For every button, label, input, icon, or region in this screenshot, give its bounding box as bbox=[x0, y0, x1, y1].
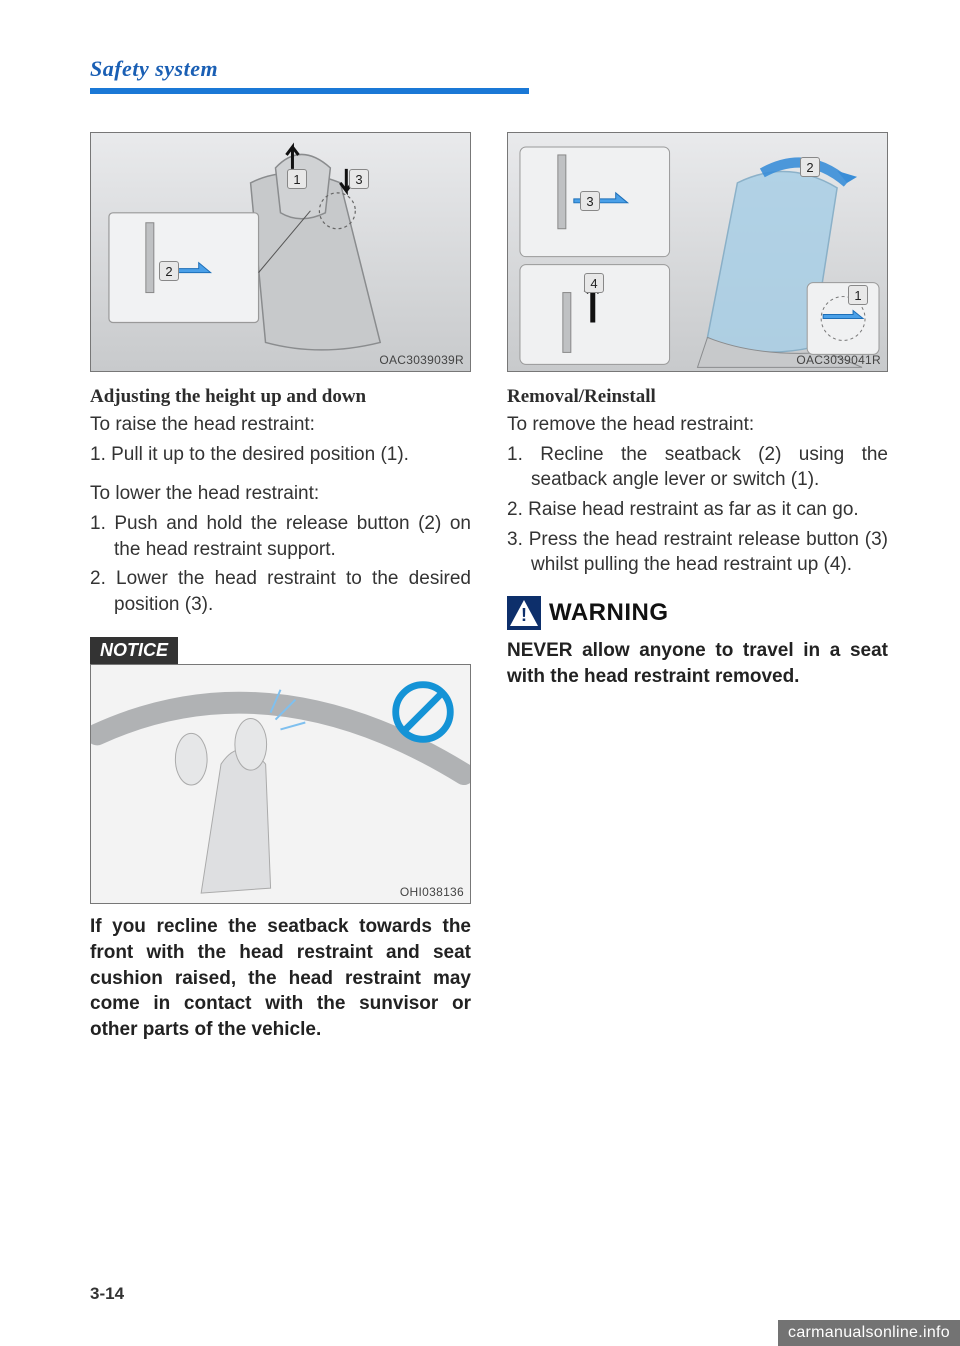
two-column-layout: 1 2 3 OAC3039039R Adjusting the height u… bbox=[90, 132, 888, 1043]
list-item: 2. Raise head restraint as far as it can… bbox=[507, 497, 888, 523]
left-column: 1 2 3 OAC3039039R Adjusting the height u… bbox=[90, 132, 471, 1043]
intro-raise: To raise the head restraint: bbox=[90, 412, 471, 438]
list-raise: 1. Pull it up to the desired position (1… bbox=[90, 442, 471, 468]
svg-text:!: ! bbox=[521, 605, 527, 625]
callout-4: 4 bbox=[584, 273, 604, 293]
callout-2: 2 bbox=[159, 261, 179, 281]
intro-lower: To lower the head restraint: bbox=[90, 481, 471, 507]
callout-2: 2 bbox=[800, 157, 820, 177]
subheading-removal: Removal/Reinstall bbox=[507, 386, 888, 408]
callout-1: 1 bbox=[848, 285, 868, 305]
intro-remove: To remove the head restraint: bbox=[507, 412, 888, 438]
notice-text: If you recline the seatback towards the … bbox=[90, 914, 471, 1042]
warning-icon: ! bbox=[507, 596, 541, 630]
figure-notice: OHI038136 bbox=[90, 664, 471, 904]
list-item: 1. Pull it up to the desired position (1… bbox=[90, 442, 471, 468]
notice-label: NOTICE bbox=[90, 637, 178, 664]
watermark: carmanualsonline.info bbox=[778, 1320, 960, 1346]
figure-caption: OAC3039039R bbox=[379, 353, 464, 367]
section-header: Safety system bbox=[90, 56, 888, 82]
prohibit-icon bbox=[392, 681, 454, 743]
warning-text: NEVER allow anyone to travel in a seat w… bbox=[507, 638, 888, 691]
warning-header: ! WARNING bbox=[507, 596, 888, 630]
figure-caption: OHI038136 bbox=[400, 885, 464, 899]
warning-label: WARNING bbox=[549, 599, 669, 627]
list-item: 2. Lower the head restraint to the desir… bbox=[90, 566, 471, 617]
figure-caption: OAC3039041R bbox=[796, 353, 881, 367]
list-remove: 1. Recline the seatback (2) using the se… bbox=[507, 442, 888, 578]
list-lower: 1. Push and hold the release button (2) … bbox=[90, 511, 471, 618]
list-item: 1. Push and hold the release button (2) … bbox=[90, 511, 471, 562]
callout-3: 3 bbox=[349, 169, 369, 189]
list-item: 1. Recline the seatback (2) using the se… bbox=[507, 442, 888, 493]
page-number: 3-14 bbox=[90, 1284, 124, 1304]
list-item: 3. Press the head restraint release butt… bbox=[507, 527, 888, 578]
figure-adjust-height: 1 2 3 OAC3039039R bbox=[90, 132, 471, 372]
figure-removal: 1 2 3 4 OAC3039041R bbox=[507, 132, 888, 372]
seat-illustration bbox=[508, 133, 887, 372]
seat-illustration bbox=[91, 133, 470, 372]
right-column: 1 2 3 4 OAC3039041R Removal/Reinstall To… bbox=[507, 132, 888, 1043]
callout-3: 3 bbox=[580, 191, 600, 211]
subheading-adjust: Adjusting the height up and down bbox=[90, 386, 471, 408]
header-rule bbox=[90, 88, 529, 94]
callout-1: 1 bbox=[287, 169, 307, 189]
